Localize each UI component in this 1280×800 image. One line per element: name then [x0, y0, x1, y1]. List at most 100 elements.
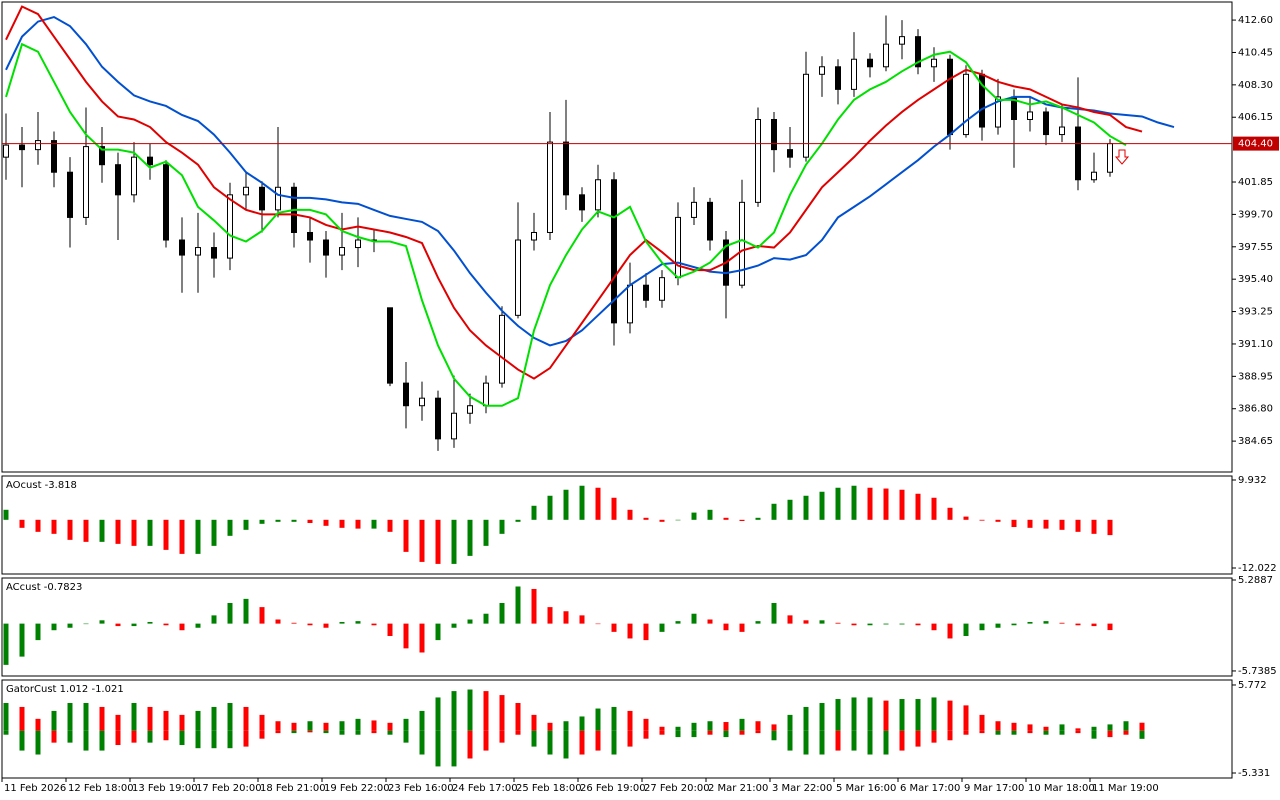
- gator-bar: [211, 706, 217, 731]
- gator-bar: [691, 730, 697, 738]
- histogram-bar: [371, 519, 377, 529]
- gator-bar: [355, 730, 361, 735]
- x-tick-label: 19 Feb 22:00: [324, 783, 390, 794]
- candle-body: [643, 284, 649, 301]
- gator-bar: [67, 730, 73, 743]
- histogram-bar: [963, 516, 969, 520]
- gator-bar: [563, 730, 569, 759]
- histogram-bar: [771, 503, 777, 520]
- histogram-bar: [947, 507, 953, 520]
- histogram-bar: [547, 607, 553, 624]
- histogram-bar: [867, 623, 873, 626]
- gator-bar: [259, 714, 265, 731]
- gator-bar: [307, 730, 313, 733]
- gator-bar: [947, 700, 953, 731]
- x-tick-label: 9 Mar 17:00: [964, 783, 1024, 794]
- histogram-bar: [803, 495, 809, 520]
- histogram-bar: [931, 623, 937, 631]
- histogram-bar: [243, 598, 249, 624]
- gator-bar: [739, 718, 745, 731]
- x-tick-label: 18 Feb 21:00: [260, 783, 326, 794]
- histogram-bar: [851, 485, 857, 520]
- gator-bar: [323, 730, 329, 734]
- gator-bar: [899, 699, 905, 731]
- histogram-bar: [723, 517, 729, 520]
- y-tick-label: 397.55: [1238, 242, 1273, 253]
- candle-body: [739, 201, 745, 286]
- candle-body: [131, 156, 137, 196]
- histogram-bar: [467, 519, 473, 556]
- gator-bar: [771, 730, 777, 741]
- gator-bar: [147, 706, 153, 731]
- y-tick-label: 5.2887: [1238, 575, 1273, 586]
- candle-body: [963, 73, 969, 136]
- histogram-bar: [35, 623, 41, 641]
- candle-body: [195, 247, 201, 256]
- x-tick-label: 13 Feb 19:00: [132, 783, 198, 794]
- gator-bar: [131, 702, 137, 731]
- histogram-bar: [99, 620, 105, 624]
- histogram-bar: [435, 623, 441, 641]
- candle-body: [355, 239, 361, 249]
- gator-bar: [579, 730, 585, 755]
- histogram-bar: [787, 615, 793, 624]
- candle-body: [579, 194, 585, 211]
- histogram-bar: [179, 623, 185, 631]
- histogram-bar: [323, 519, 329, 526]
- candle-body: [483, 382, 489, 407]
- histogram-bar: [403, 623, 409, 649]
- gator-bar: [803, 706, 809, 731]
- histogram-bar: [755, 517, 761, 520]
- histogram-bar: [259, 607, 265, 624]
- histogram-bar: [403, 519, 409, 552]
- gator-bar: [531, 714, 537, 731]
- gator-bar: [1107, 730, 1113, 738]
- gator-bar: [99, 730, 105, 751]
- gator-bar: [1139, 730, 1145, 739]
- x-tick-label: 5 Mar 16:00: [836, 783, 896, 794]
- histogram-bar: [179, 519, 185, 554]
- candle-body: [835, 66, 841, 90]
- gator-bar: [19, 730, 25, 751]
- candle-body: [1091, 171, 1097, 181]
- gator-bar: [547, 730, 553, 755]
- gator-bar: [83, 702, 89, 731]
- histogram-bar: [51, 519, 57, 534]
- histogram-bar: [451, 519, 457, 564]
- gator-bar: [723, 730, 729, 738]
- histogram-bar: [419, 519, 425, 562]
- histogram-bar: [659, 623, 665, 632]
- histogram-bar: [307, 519, 313, 524]
- candle-body: [419, 397, 425, 407]
- gator-bar: [1027, 730, 1033, 734]
- candle-body: [899, 36, 905, 45]
- gator-bar: [1027, 724, 1033, 731]
- histogram-bar: [515, 586, 521, 624]
- candle-body: [947, 58, 953, 136]
- candle-body: [611, 179, 617, 324]
- histogram-bar: [723, 623, 729, 631]
- candle-body: [547, 141, 553, 233]
- histogram-bar: [1043, 519, 1049, 529]
- candle-body: [83, 146, 89, 218]
- x-tick-label: 26 Feb 19:00: [580, 783, 646, 794]
- histogram-bar: [339, 621, 345, 624]
- gator-bar: [915, 699, 921, 731]
- gator-bar: [851, 730, 857, 751]
- gator-bar: [1011, 730, 1017, 735]
- candle-body: [179, 239, 185, 256]
- gator-bar: [371, 730, 377, 734]
- y-tick-label: 391.10: [1238, 339, 1273, 350]
- gator-bar: [675, 726, 681, 731]
- histogram-bar: [979, 519, 985, 521]
- histogram-bar: [963, 623, 969, 636]
- gator-bar: [195, 730, 201, 749]
- histogram-bar: [1107, 623, 1113, 631]
- histogram-bar: [691, 512, 697, 520]
- x-tick-label: 11 Mar 19:00: [1092, 783, 1159, 794]
- histogram-bar: [595, 487, 601, 520]
- gator-bar: [339, 730, 345, 735]
- gator-bar: [275, 730, 281, 734]
- x-tick-label: 25 Feb 18:00: [516, 783, 582, 794]
- gator-bar: [499, 695, 505, 731]
